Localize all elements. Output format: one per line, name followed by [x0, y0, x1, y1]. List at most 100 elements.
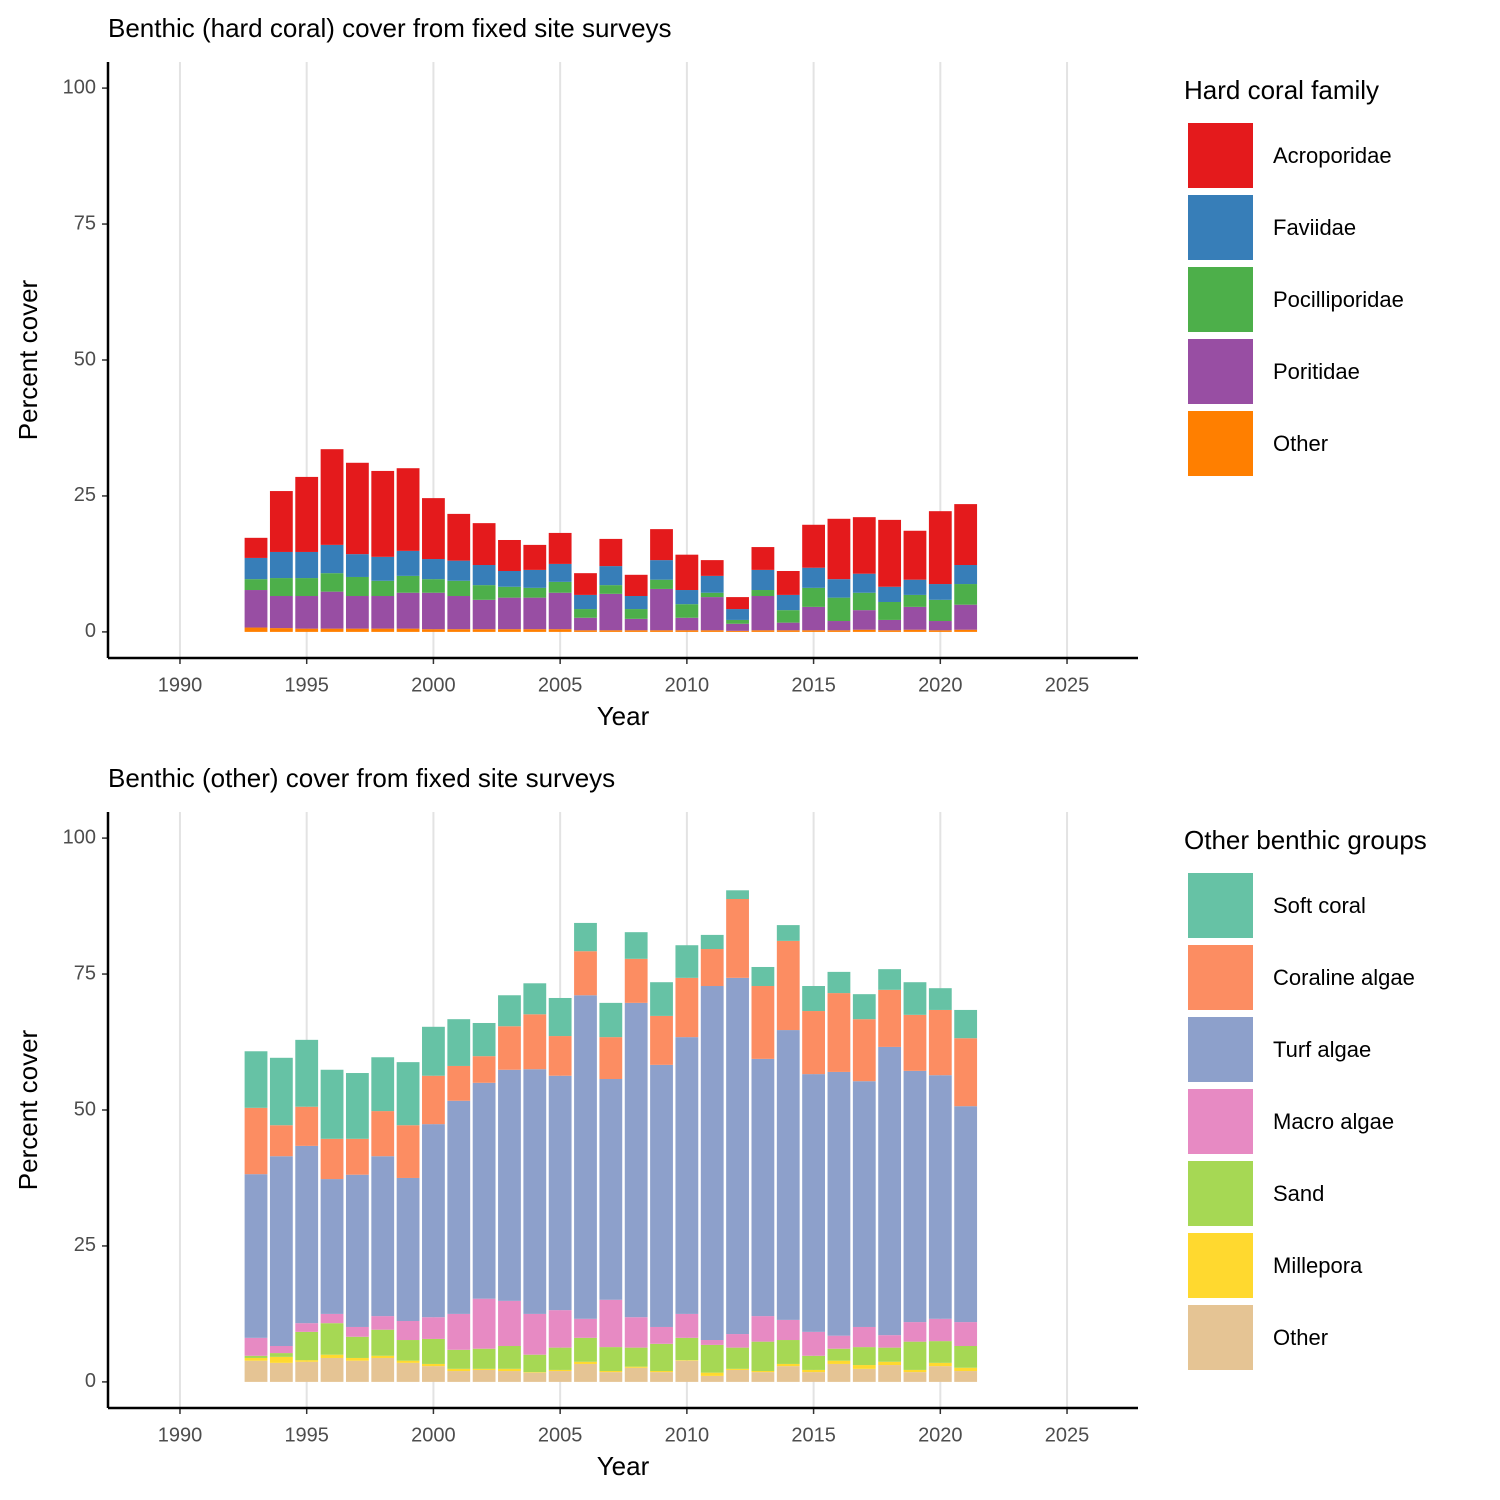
legend-label: Macro algae	[1273, 1109, 1394, 1134]
x-tick-label: 1990	[158, 674, 203, 696]
bar-segment	[878, 1347, 902, 1362]
bar-segment	[447, 1368, 471, 1372]
bar-segment	[675, 630, 699, 632]
bar-segment	[396, 1362, 420, 1382]
bar-segment	[726, 1334, 749, 1348]
bar-segment	[548, 997, 572, 1037]
bar-segment	[675, 1360, 699, 1361]
bar-segment	[498, 570, 521, 587]
bar-segment	[624, 630, 648, 632]
bar-segment	[422, 1124, 445, 1318]
bar-segment	[675, 617, 699, 631]
bar-segment	[244, 1107, 268, 1175]
bar-segment	[574, 573, 597, 595]
bar-segment	[878, 601, 902, 620]
bar-segment	[776, 622, 800, 631]
bar-segment	[244, 1337, 268, 1356]
bar-segment	[802, 524, 825, 568]
bar-segment	[244, 1174, 268, 1338]
bar-segment	[726, 1369, 749, 1382]
bar-segment	[371, 580, 395, 597]
y-tick-label: 75	[74, 212, 96, 234]
legend-label: Other	[1273, 1325, 1328, 1350]
bar-segment	[472, 565, 496, 586]
bar-segment	[726, 1368, 749, 1370]
bar-segment	[700, 630, 724, 632]
bar-segment	[599, 585, 623, 594]
bar-segment	[422, 1338, 445, 1364]
bar-segment	[244, 1051, 268, 1108]
bar-segment	[954, 629, 978, 632]
bar-segment	[827, 971, 851, 994]
bar-segment	[827, 1071, 851, 1336]
bar-segment	[599, 1347, 623, 1372]
bar-segment	[548, 1310, 572, 1348]
bar-segment	[675, 1313, 699, 1338]
bar-segment	[472, 523, 496, 566]
bar-segment	[827, 518, 851, 580]
bar-segment	[903, 1014, 927, 1071]
bar-segment	[827, 630, 851, 632]
x-axis-label: Year	[597, 1451, 650, 1481]
bar-segment	[599, 593, 623, 631]
bar-segment	[675, 590, 699, 605]
bar-segment	[776, 925, 800, 941]
bar-segment	[320, 1313, 344, 1324]
bar-segment	[751, 966, 775, 987]
bar-segment	[320, 1179, 344, 1314]
bar-segment	[827, 1335, 851, 1349]
bar-segment	[726, 623, 749, 631]
bar-segment	[447, 1065, 471, 1101]
bar-segment	[295, 1360, 319, 1362]
bar-segment	[523, 1313, 547, 1355]
bar-segment	[345, 628, 369, 632]
bar-segment	[878, 630, 902, 632]
legend-swatch	[1188, 267, 1253, 332]
bar-segment	[396, 550, 420, 576]
bar-segment	[548, 1369, 572, 1372]
bar-segment	[827, 597, 851, 622]
bar-segment	[954, 1367, 978, 1372]
bar-segment	[498, 1026, 521, 1070]
bar-segment	[624, 1366, 648, 1368]
bar-segment	[396, 592, 420, 629]
bar-segment	[852, 1326, 876, 1348]
bar-segment	[776, 570, 800, 595]
bar-segment	[954, 1106, 978, 1323]
bar-segment	[269, 491, 293, 552]
bar-segment	[320, 1357, 344, 1382]
bar-segment	[371, 1111, 395, 1157]
bar-segment	[396, 628, 420, 632]
bar-segment	[624, 1317, 648, 1348]
bar-segment	[878, 1365, 902, 1382]
chart-title: Benthic (hard coral) cover from fixed si…	[108, 13, 672, 43]
bar-segment	[827, 993, 851, 1072]
bar-segment	[599, 1299, 623, 1348]
bar-segment	[574, 594, 597, 610]
bar-segment	[295, 551, 319, 579]
bar-segment	[295, 1323, 319, 1332]
legend-label: Millepora	[1273, 1253, 1363, 1278]
x-axis-label: Year	[597, 701, 650, 731]
bar-segment	[295, 476, 319, 552]
bar-segment	[599, 1372, 623, 1382]
bar-segment	[903, 579, 927, 595]
bar-segment	[928, 584, 952, 600]
bar-segment	[269, 551, 293, 579]
bar-segment	[878, 969, 902, 990]
bar-segment	[751, 1341, 775, 1372]
bar-segment	[700, 560, 724, 576]
bar-segment	[776, 1363, 800, 1367]
legend-title: Other benthic groups	[1184, 825, 1427, 855]
x-tick-label: 2005	[538, 1424, 583, 1446]
y-tick-label: 0	[85, 1370, 96, 1392]
bar-segment	[345, 1073, 369, 1139]
bar-segment	[903, 1341, 927, 1370]
bar-segment	[928, 1341, 952, 1363]
bar-segment	[345, 1326, 369, 1337]
legend-swatch	[1188, 411, 1253, 476]
bar-segment	[548, 581, 572, 593]
bar-segment	[751, 1372, 775, 1382]
bar-segment	[498, 1069, 521, 1301]
bar-segment	[700, 934, 724, 950]
